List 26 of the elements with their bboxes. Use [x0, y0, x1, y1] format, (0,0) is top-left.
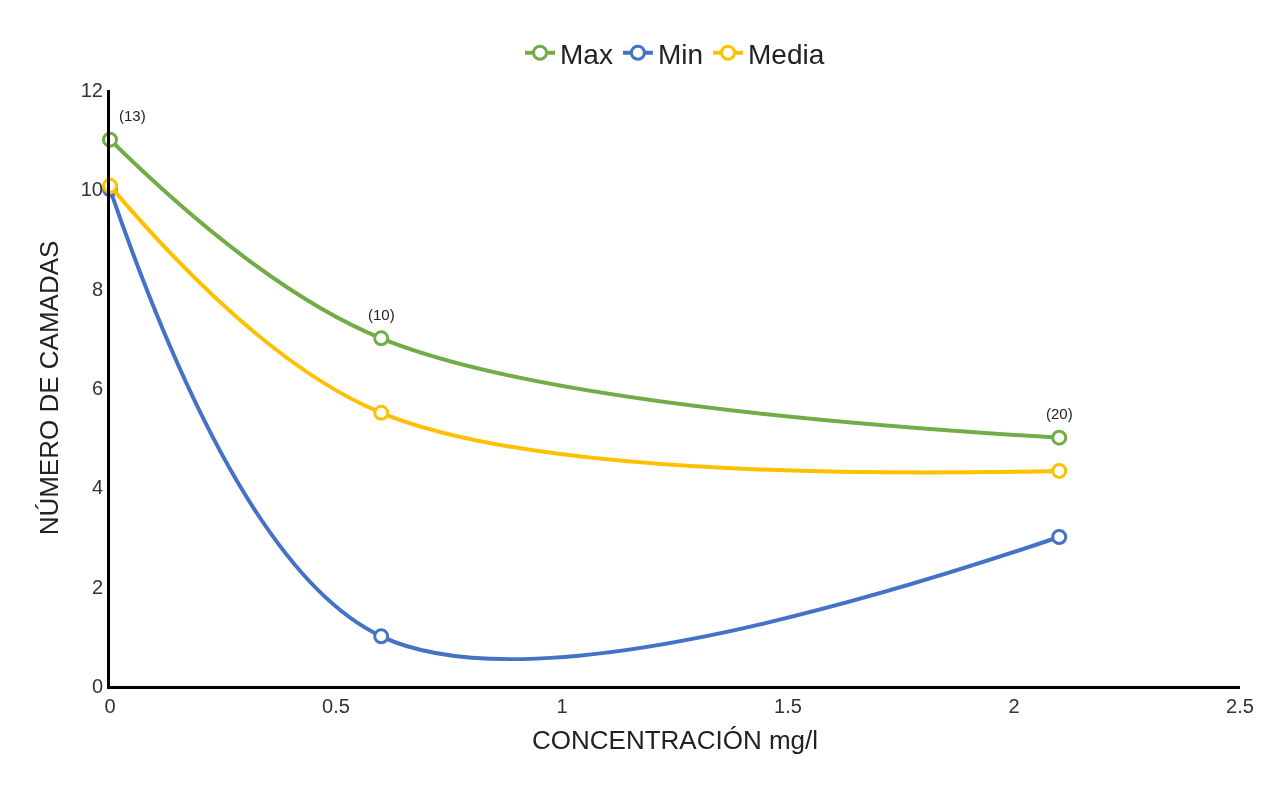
- annotation: (13): [119, 107, 146, 124]
- x-tick-label: 0.5: [322, 695, 350, 717]
- y-axis-title: NÚMERO DE CAMADAS: [34, 240, 65, 536]
- y-tick-label: 12: [80, 79, 103, 101]
- legend-label: Min: [657, 38, 704, 70]
- y-tick-label: 2: [91, 575, 103, 598]
- x-tick-label: 1.5: [774, 695, 802, 717]
- x-tick-label: 1: [556, 695, 568, 717]
- y-tick-label: 4: [91, 476, 103, 499]
- y-tick-label: 6: [91, 377, 103, 399]
- y-tick-label: 8: [91, 277, 103, 300]
- x-tick-label: 2.5: [1226, 695, 1254, 717]
- y-tick-label: 0: [91, 675, 103, 697]
- legend-label: Media: [748, 38, 825, 70]
- point: [1051, 429, 1068, 446]
- legend-label: Max: [560, 38, 613, 70]
- x-tick-label: 2: [1008, 695, 1020, 717]
- annotation: (10): [368, 306, 395, 323]
- annotation: (20): [1046, 405, 1073, 422]
- point: [373, 404, 390, 421]
- point: [1051, 529, 1068, 545]
- x-axis-title: CONCENTRACIÓN mg/l: [531, 724, 819, 755]
- y-tick-label: 10: [80, 178, 103, 201]
- point: [1051, 462, 1068, 479]
- point: [373, 628, 390, 645]
- point: [373, 330, 390, 347]
